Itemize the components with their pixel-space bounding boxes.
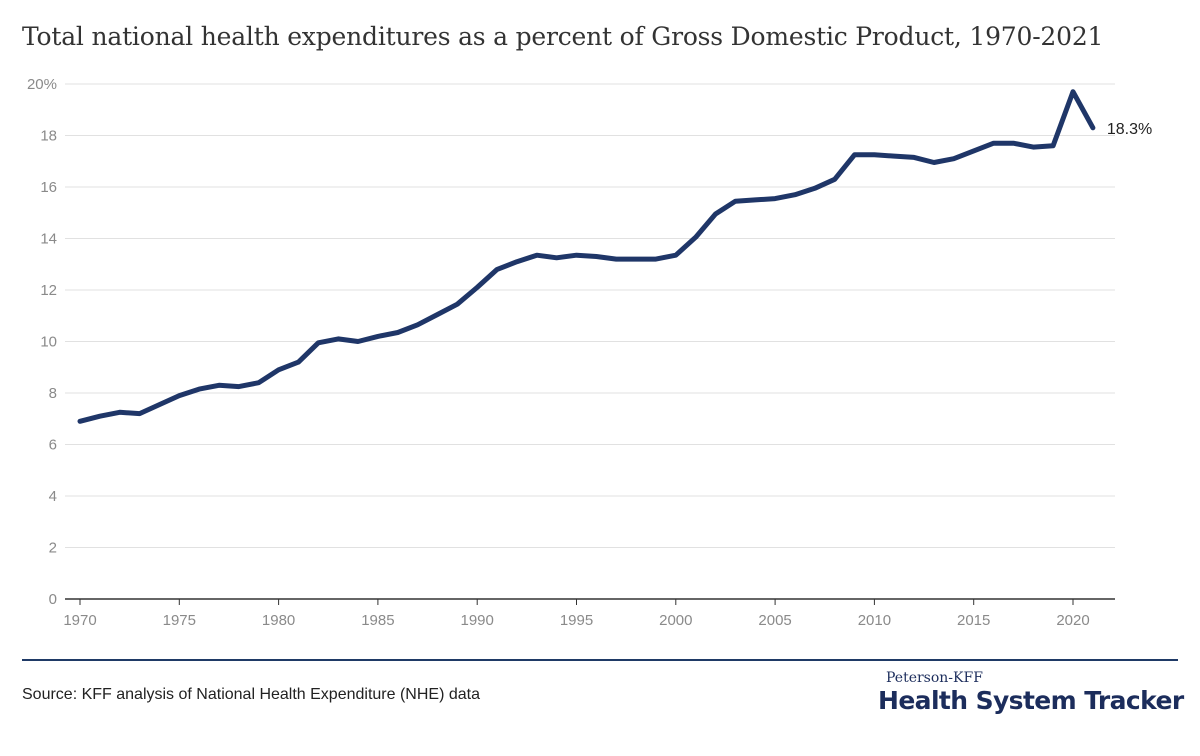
y-tick-label: 16 bbox=[40, 179, 57, 196]
x-tick-label: 2010 bbox=[858, 612, 891, 629]
brand-top-text: Peterson-KFF bbox=[886, 670, 983, 686]
brand-main-text: Health System Tracker bbox=[878, 686, 1184, 715]
x-tick-label: 1975 bbox=[163, 612, 196, 629]
y-tick-label: 0 bbox=[49, 591, 57, 608]
brand-logo: Peterson-KFF Health System Tracker bbox=[878, 670, 1184, 715]
x-tick-label: 1985 bbox=[361, 612, 394, 629]
y-tick-label: 14 bbox=[40, 231, 57, 248]
x-tick-label: 2015 bbox=[957, 612, 990, 629]
source-note: Source: KFF analysis of National Health … bbox=[22, 686, 480, 703]
x-tick-label: 1995 bbox=[560, 612, 593, 629]
y-tick-label: 18 bbox=[40, 128, 57, 145]
x-axis-tick-marks bbox=[79, 599, 1074, 605]
y-tick-label: 20% bbox=[27, 76, 57, 93]
x-tick-label: 2020 bbox=[1056, 612, 1089, 629]
y-tick-label: 12 bbox=[40, 282, 57, 299]
y-tick-label: 10 bbox=[40, 334, 57, 351]
y-tick-label: 4 bbox=[49, 488, 57, 505]
y-tick-label: 8 bbox=[49, 385, 57, 402]
grid-lines bbox=[65, 83, 1115, 548]
chart-title: Total national health expenditures as a … bbox=[22, 22, 1104, 51]
x-tick-label: 1990 bbox=[461, 612, 494, 629]
x-tick-label: 1970 bbox=[63, 612, 96, 629]
series-line-health-spending-gdp bbox=[77, 89, 1096, 424]
y-tick-label: 2 bbox=[49, 540, 57, 557]
x-axis-tick-labels: 1970 1975 1980 1985 1990 1995 2000 2005 2010 2015… bbox=[63, 612, 1089, 629]
x-tick-label: 2000 bbox=[659, 612, 692, 629]
footer-divider bbox=[22, 659, 1178, 661]
x-tick-label: 1980 bbox=[262, 612, 295, 629]
x-tick-label: 2005 bbox=[758, 612, 791, 629]
y-axis-tick-labels: 0 2 4 6 8 10 12 14 16 18 20% bbox=[27, 76, 57, 608]
y-tick-label: 6 bbox=[49, 437, 57, 454]
end-value-label: 18.3% bbox=[1107, 121, 1152, 138]
